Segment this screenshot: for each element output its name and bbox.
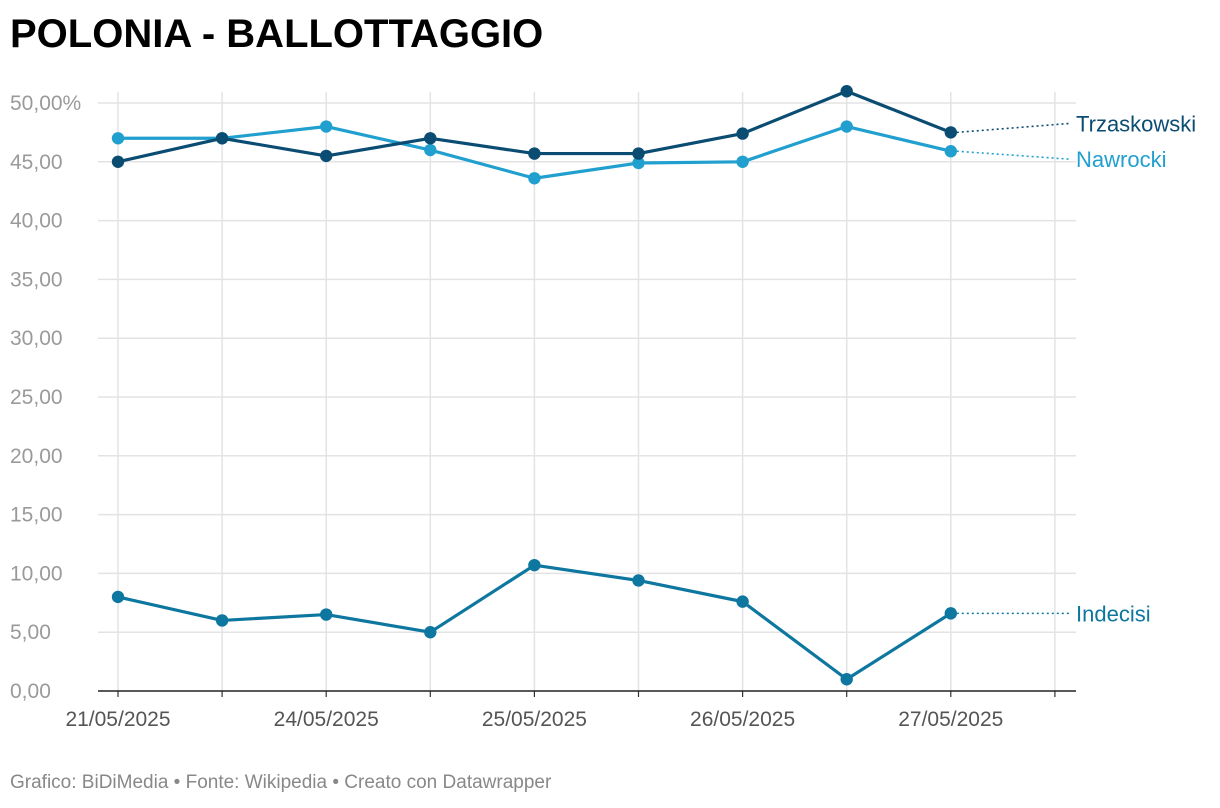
data-point-trzaskowski — [320, 149, 333, 163]
series-label-nawrocki: Nawrocki — [1076, 147, 1166, 172]
y-tick-label: 0,00 — [10, 680, 51, 703]
data-point-trzaskowski — [944, 126, 957, 139]
data-point-indecisi — [215, 614, 229, 627]
x-tick-label: 25/05/2025 — [482, 708, 587, 731]
y-tick-label: 35,00 — [10, 268, 63, 291]
x-axis-ticks: 21/05/2025 24/05/2025 25/05/2025 26/05/2025… — [65, 708, 1003, 731]
y-tick-label: 5,00 — [10, 621, 51, 644]
label-leader — [956, 122, 1071, 134]
data-point-nawrocki — [528, 172, 541, 185]
y-tick-label: 25,00 — [10, 386, 63, 409]
y-tick-label: 15,00 — [10, 504, 63, 527]
y-tick-label: 10,00 — [10, 562, 63, 585]
x-tick-label: 27/05/2025 — [898, 708, 1003, 731]
data-point-nawrocki — [840, 120, 853, 133]
data-point-indecisi — [528, 558, 541, 572]
y-tick-label: 30,00 — [10, 327, 63, 350]
x-tick-label: 24/05/2025 — [274, 708, 379, 731]
data-point-nawrocki — [632, 156, 645, 170]
x-tick-label: 26/05/2025 — [690, 708, 795, 731]
data-point-indecisi — [944, 607, 957, 620]
data-point-indecisi — [424, 626, 437, 639]
x-tick-label: 21/05/2025 — [65, 708, 170, 731]
gridlines — [98, 92, 1076, 697]
data-point-indecisi — [632, 574, 645, 587]
label-leader — [956, 150, 1071, 161]
series-labels: Nawrocki Trzaskowski Indecisi — [956, 111, 1196, 626]
y-axis-ticks: 0,00 5,00 10,00 15,00 20,00 25,00 30,00 35,00 40… — [10, 92, 81, 703]
chart-title: POLONIA - BALLOTTAGGIO — [10, 12, 544, 56]
data-point-trzaskowski — [632, 147, 645, 160]
y-tick-label: 45,00 — [10, 151, 63, 174]
data-point-indecisi — [736, 595, 749, 608]
y-tick-label: 40,00 — [10, 210, 63, 233]
data-point-nawrocki — [320, 120, 333, 133]
chart-footer: Grafico: BiDiMedia • Fonte: Wikipedia • … — [10, 772, 552, 793]
data-point-nawrocki — [944, 145, 957, 158]
data-point-nawrocki — [111, 132, 125, 145]
series-label-trzaskowski: Trzaskowski — [1076, 111, 1196, 136]
data-point-trzaskowski — [215, 132, 229, 145]
y-tick-label: 50,00% — [10, 92, 81, 115]
data-point-indecisi — [320, 608, 333, 621]
series-lines — [111, 85, 957, 686]
data-point-indecisi — [840, 673, 853, 686]
y-tick-label: 20,00 — [10, 445, 63, 468]
data-point-trzaskowski — [840, 85, 853, 98]
data-point-trzaskowski — [424, 132, 437, 145]
data-point-nawrocki — [736, 155, 749, 168]
data-point-trzaskowski — [736, 127, 749, 140]
data-point-trzaskowski — [528, 147, 541, 160]
data-point-trzaskowski — [111, 155, 125, 168]
series-label-indecisi: Indecisi — [1076, 601, 1151, 626]
data-point-indecisi — [111, 590, 125, 604]
data-point-nawrocki — [424, 143, 437, 157]
